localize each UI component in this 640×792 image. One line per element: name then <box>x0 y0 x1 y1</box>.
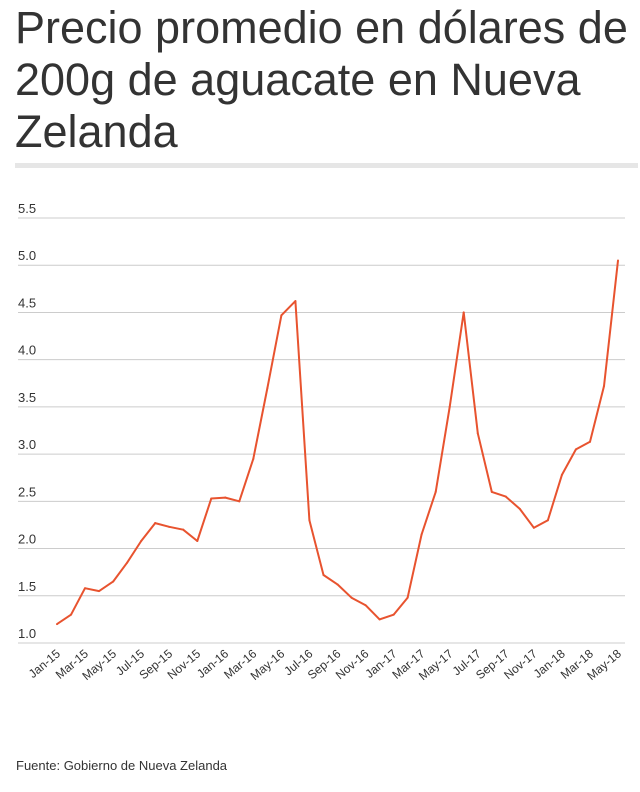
chart-title: Precio promedio en dólares de 200g de ag… <box>15 2 628 157</box>
data-point <box>98 590 101 593</box>
data-point <box>378 618 381 621</box>
data-point <box>448 405 451 408</box>
data-point <box>560 473 563 476</box>
data-point <box>322 574 325 576</box>
data-point <box>154 522 157 525</box>
y-tick-label: 3.5 <box>18 390 36 405</box>
y-tick-label: 4.0 <box>18 343 36 358</box>
y-tick-label: 1.0 <box>18 626 36 641</box>
data-point <box>462 311 465 314</box>
data-point <box>532 526 535 529</box>
data-point <box>140 540 143 542</box>
data-point <box>238 500 241 503</box>
data-point <box>308 519 311 522</box>
data-point <box>126 561 129 564</box>
data-point <box>336 583 339 586</box>
data-point <box>420 533 423 536</box>
data-point <box>518 507 521 510</box>
series-layer <box>56 259 619 626</box>
series-line <box>56 260 619 625</box>
data-point <box>546 519 549 522</box>
data-point <box>294 300 297 303</box>
data-point <box>617 259 619 262</box>
line-chart: 1.0 1.5 2.0 2.5 3.0 3.5 4.0 4.5 5.0 5.5 Jan-15Mar… <box>18 201 625 683</box>
data-point <box>252 457 255 460</box>
data-point <box>210 497 213 500</box>
y-tick-label: 1.5 <box>18 579 36 594</box>
y-tick-label: 4.5 <box>18 295 36 310</box>
source-note: Fuente: Gobierno de Nueva Zelanda <box>16 758 228 773</box>
data-point <box>112 580 115 583</box>
data-point <box>266 387 269 389</box>
data-point <box>196 540 199 542</box>
data-point <box>364 604 367 607</box>
data-point <box>588 440 591 443</box>
y-tick-label: 5.0 <box>18 248 36 263</box>
data-point <box>392 613 395 616</box>
y-tick-label: 3.0 <box>18 437 36 452</box>
y-tick-label: 2.0 <box>18 532 36 547</box>
data-point <box>70 613 73 616</box>
data-point <box>168 525 171 528</box>
data-point <box>182 528 185 531</box>
data-point <box>280 314 283 317</box>
data-point <box>84 587 87 590</box>
x-tick-labels: Jan-15Mar-15May-15Jul-15Sep-15Nov-15Jan-… <box>26 646 624 683</box>
data-point <box>350 596 353 599</box>
data-point <box>504 495 507 498</box>
data-point <box>476 432 479 435</box>
y-tick-label: 5.5 <box>18 201 36 216</box>
data-point <box>574 448 577 451</box>
data-point <box>434 490 437 493</box>
y-tick-labels: 1.0 1.5 2.0 2.5 3.0 3.5 4.0 4.5 5.0 5.5 <box>18 201 36 641</box>
data-point <box>224 496 227 499</box>
data-point <box>56 623 58 626</box>
grid-lines <box>18 217 625 644</box>
data-point <box>490 490 493 493</box>
title-divider <box>15 163 638 168</box>
y-tick-label: 2.5 <box>18 484 36 499</box>
data-point <box>406 596 409 599</box>
data-point <box>602 385 605 388</box>
